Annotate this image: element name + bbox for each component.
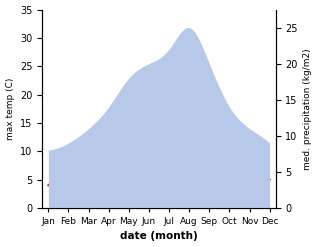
X-axis label: date (month): date (month) [120,231,198,242]
Y-axis label: med. precipitation (kg/m2): med. precipitation (kg/m2) [303,48,313,169]
Y-axis label: max temp (C): max temp (C) [5,78,15,140]
